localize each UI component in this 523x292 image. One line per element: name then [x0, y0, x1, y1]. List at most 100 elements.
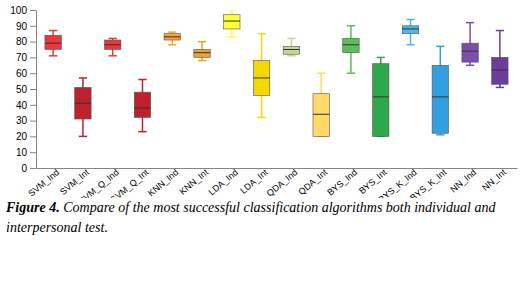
y-tick: 50	[16, 84, 36, 95]
caption-text: Compare of the most successful classific…	[6, 200, 496, 235]
x-tick-label: QDA_Ind	[265, 167, 300, 198]
whisker-cap-min	[138, 131, 146, 133]
box-group	[283, 38, 299, 55]
x-tick: QDA_Ind	[265, 167, 300, 198]
whisker-cap-min	[228, 36, 236, 38]
median	[343, 44, 359, 45]
box-group	[194, 42, 210, 61]
caption-space	[60, 200, 64, 215]
y-tick: 90	[16, 21, 36, 32]
y-tick: 70	[16, 52, 36, 63]
whisker-cap-max	[406, 19, 414, 21]
whisker-cap-min	[466, 65, 474, 67]
box	[492, 57, 508, 84]
box-group	[105, 38, 121, 55]
x-tick-label: LDA_Ind	[207, 167, 240, 197]
caption: Figure 4. Compare of the most successful…	[6, 198, 517, 238]
median	[462, 51, 478, 52]
box	[283, 46, 299, 54]
box-group	[462, 23, 478, 66]
whisker-cap-max	[347, 25, 355, 27]
y-tick-mark	[30, 152, 36, 153]
whisker-cap-max	[317, 72, 325, 74]
whisker-cap-min	[49, 55, 57, 57]
whisker-cap-min	[406, 44, 414, 46]
median	[224, 21, 240, 22]
box-group	[164, 32, 180, 45]
median	[105, 44, 121, 45]
x-tick-label: KNN_Int	[178, 167, 211, 197]
whisker-cap-max	[287, 38, 295, 40]
x-tick: QDA_Int	[296, 167, 329, 197]
x-tick-label: NN_Int	[480, 167, 508, 193]
median	[492, 70, 508, 71]
whisker-cap-max	[49, 30, 57, 32]
whisker-cap-min	[436, 134, 444, 136]
box	[462, 43, 478, 62]
box	[45, 35, 61, 49]
box	[105, 40, 121, 49]
median	[253, 77, 269, 78]
x-tick-label: BYS_K_Int	[408, 167, 449, 198]
y-tick-label: 30	[16, 115, 28, 126]
x-tick: KNN_Ind	[146, 167, 180, 198]
median	[402, 28, 418, 29]
box-group	[492, 31, 508, 88]
whisker-cap-max	[168, 31, 176, 33]
whisker-cap-min	[79, 136, 87, 138]
x-tick: NN_Ind	[448, 167, 478, 194]
box-group	[45, 31, 61, 56]
whisker-cap-max	[496, 30, 504, 32]
box	[253, 61, 269, 96]
y-tick-label: 100	[10, 5, 27, 16]
box-group	[432, 46, 448, 134]
box-group	[224, 10, 240, 37]
box-group	[402, 19, 418, 44]
x-tick-label: QDA_Int	[296, 167, 329, 197]
whisker-cap-min	[109, 55, 117, 57]
box	[194, 50, 210, 58]
box	[164, 34, 180, 40]
y-tick-label: 40	[16, 100, 28, 111]
y-tick: 10	[16, 147, 36, 158]
whisker-cap-max	[436, 46, 444, 48]
y-tick-label: 50	[16, 84, 28, 95]
whisker-cap-min	[496, 87, 504, 89]
y-tick-mark	[30, 26, 36, 27]
box-group	[373, 57, 389, 136]
y-axis-line	[36, 11, 37, 169]
x-axis-line	[37, 168, 518, 169]
y-tick: 0	[21, 163, 36, 174]
y-tick-mark	[30, 10, 36, 11]
y-tick-mark	[30, 89, 36, 90]
x-tick: BYS_K_Int	[408, 167, 449, 198]
y-tick-mark	[30, 168, 36, 169]
y-tick-label: 90	[16, 21, 28, 32]
x-axis: SVM_IndSVM_IntSVM_Q_IndSVM_Q_IntKNN_IndK…	[26, 167, 517, 198]
x-tick: NN_Int	[480, 167, 508, 193]
whisker-cap-max	[198, 41, 206, 43]
whisker-cap-max	[228, 10, 236, 11]
y-tick-label: 70	[16, 52, 28, 63]
whisker-cap-max	[138, 79, 146, 81]
whisker-cap-max	[109, 38, 117, 40]
plot-area	[45, 10, 508, 136]
y-axis: 0102030405060708090100	[10, 5, 36, 174]
caption-label: Figure 4.	[6, 200, 60, 215]
box-group	[343, 26, 359, 73]
box-group	[134, 80, 150, 132]
median	[194, 52, 210, 53]
x-tick-label: NN_Ind	[448, 167, 478, 194]
y-tick: 80	[16, 36, 36, 47]
box	[402, 26, 418, 34]
x-tick: SVM_Q_Int	[108, 167, 150, 198]
box	[134, 92, 150, 117]
y-tick-mark	[30, 42, 36, 43]
x-tick: LDA_Ind	[207, 167, 240, 197]
y-tick-label: 60	[16, 68, 28, 79]
median	[373, 96, 389, 97]
box	[313, 94, 329, 137]
y-tick-label: 80	[16, 36, 28, 47]
box	[373, 64, 389, 137]
box	[343, 38, 359, 52]
